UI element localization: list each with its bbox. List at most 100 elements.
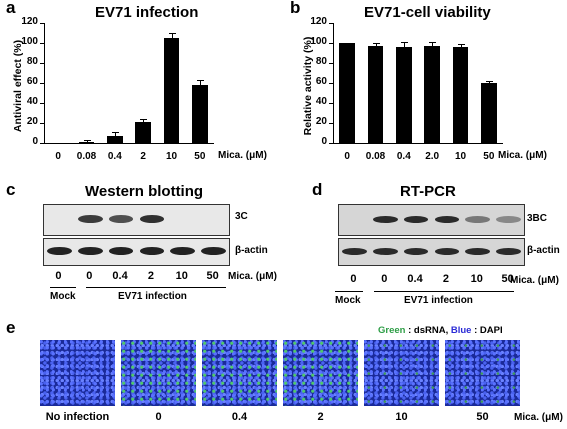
chart-b-error-bar (488, 81, 490, 85)
chart-b-ytick-label: 100 (310, 36, 327, 47)
band-label-actin-d: β-actin (527, 245, 560, 256)
pcr-gel-3bc (338, 204, 525, 236)
infection-underline-c (86, 287, 226, 288)
chart-a-xtick-label: 0.4 (107, 151, 122, 162)
chart-b-bar (396, 47, 412, 143)
chart-a-ytick-mark (40, 103, 44, 104)
panel-d-unit: Mica. (μM) (510, 275, 559, 286)
chart-b-error-cap (457, 44, 465, 45)
pcr-actin-band (372, 248, 398, 255)
chart-b-ytick-mark (329, 23, 333, 24)
pcr-actin-band (496, 248, 521, 255)
chart-a-ytick-label: 120 (21, 16, 38, 27)
western-actin-band (170, 247, 196, 255)
pcr-actin-band (342, 248, 367, 255)
chart-a-ytick-mark (40, 63, 44, 64)
chart-a-ytick-label: 80 (26, 56, 38, 67)
chart-b-error-bar (375, 43, 377, 49)
panel-b-title: EV71-cell viability (364, 4, 491, 21)
chart-b-ytick-label: 120 (310, 16, 327, 27)
pcr-lane-label: 2 (442, 273, 449, 285)
mock-label-d: Mock (335, 295, 361, 306)
chart-b-bar (424, 46, 440, 143)
panel-letter-e: e (6, 318, 16, 337)
legend-green: Green (378, 325, 406, 336)
chart-a-bar (163, 38, 180, 143)
chart-a-xtick-label: 0.08 (76, 151, 97, 162)
chart-b-ytick-label: 0 (321, 136, 327, 147)
legend-green-desc: : dsRNA, (405, 325, 451, 336)
pcr-3bc-band (434, 216, 460, 223)
micro-label-no-infection: No infection (45, 411, 110, 423)
western-3c-band (77, 215, 103, 223)
pcr-lane-label: 0 (381, 273, 388, 285)
chart-b-xtick-label: 0 (344, 151, 350, 162)
chart-b-bar (481, 83, 497, 143)
chart-a-ytick-label: 40 (26, 96, 38, 107)
chart-a-error-cap (140, 119, 148, 120)
chart-b-y-axis (333, 23, 334, 143)
panel-c-unit: Mica. (μM) (228, 271, 277, 282)
pcr-lane-label: 50 (501, 273, 514, 285)
mock-underline-d (335, 291, 363, 292)
pcr-lane-label: 0 (350, 273, 357, 285)
panel-a-unit: Mica. (μM) (218, 150, 267, 161)
chart-a-x-axis (44, 143, 214, 144)
western-lane-label: 0 (86, 270, 93, 282)
chart-b-bar (452, 47, 469, 143)
pcr-3bc-band (465, 216, 491, 223)
micro-label-0: 0 (155, 411, 162, 423)
micrograph-50 (445, 340, 520, 406)
chart-a-ytick-label: 20 (26, 116, 38, 127)
band-label-3bc: 3BC (527, 213, 548, 224)
chart-b-error-bar (460, 44, 462, 50)
western-blot-3c (43, 204, 230, 236)
micrograph-10 (364, 340, 439, 406)
western-actin-band (77, 247, 103, 255)
chart-a-error-cap (111, 132, 119, 133)
chart-a-bar (107, 136, 123, 143)
chart-b-xtick-label: 0.08 (365, 151, 386, 162)
panel-e-unit: Mica. (μM) (514, 412, 563, 423)
chart-b-error-bar (403, 42, 405, 52)
chart-b-ytick-label: 80 (315, 56, 327, 67)
micrograph-2 (283, 340, 358, 406)
chart-a-xtick-label: 50 (194, 151, 206, 162)
panel-b-unit: Mica. (μM) (498, 150, 547, 161)
western-3c-band (139, 215, 165, 223)
panel-d-title: RT-PCR (400, 183, 456, 200)
western-3c-band (108, 215, 134, 223)
chart-a-ytick-mark (40, 143, 44, 144)
chart-b-x-axis (333, 143, 503, 144)
legend-blue-desc: : DAPI (471, 325, 503, 336)
chart-b-error-cap (372, 43, 380, 44)
western-lane-label: 2 (147, 270, 154, 282)
western-actin-band (201, 247, 226, 255)
chart-b-ytick-mark (329, 103, 333, 104)
chart-b-ytick-mark (329, 63, 333, 64)
micrograph-0-4 (202, 340, 277, 406)
mock-label-c: Mock (50, 291, 76, 302)
infection-label-c: EV71 infection (118, 291, 187, 302)
chart-b-ytick-mark (329, 123, 333, 124)
chart-b-xtick-label: 50 (483, 151, 495, 162)
chart-b-ytick-mark (329, 43, 333, 44)
panel-a-title: EV71 infection (95, 4, 199, 21)
pcr-actin-band (465, 248, 491, 255)
chart-b-ytick-label: 60 (315, 76, 327, 87)
chart-b-xtick-label: 2.0 (425, 151, 440, 162)
pcr-gel-actin (338, 238, 525, 266)
western-lane-label: 0 (55, 270, 62, 282)
mock-underline-c (50, 287, 76, 288)
chart-b-error-cap (485, 81, 493, 82)
chart-a-ytick-mark (40, 123, 44, 124)
chart-b-ytick-mark (329, 143, 333, 144)
panel-letter-d: d (312, 180, 323, 199)
chart-b-ytick-mark (329, 83, 333, 84)
pcr-actin-band (434, 248, 460, 255)
chart-b-bar (367, 46, 384, 143)
legend-blue: Blue (450, 325, 472, 336)
micro-label-10: 10 (395, 411, 408, 423)
chart-b-xtick-label: 0.4 (396, 151, 411, 162)
chart-a-ytick-mark (40, 23, 44, 24)
